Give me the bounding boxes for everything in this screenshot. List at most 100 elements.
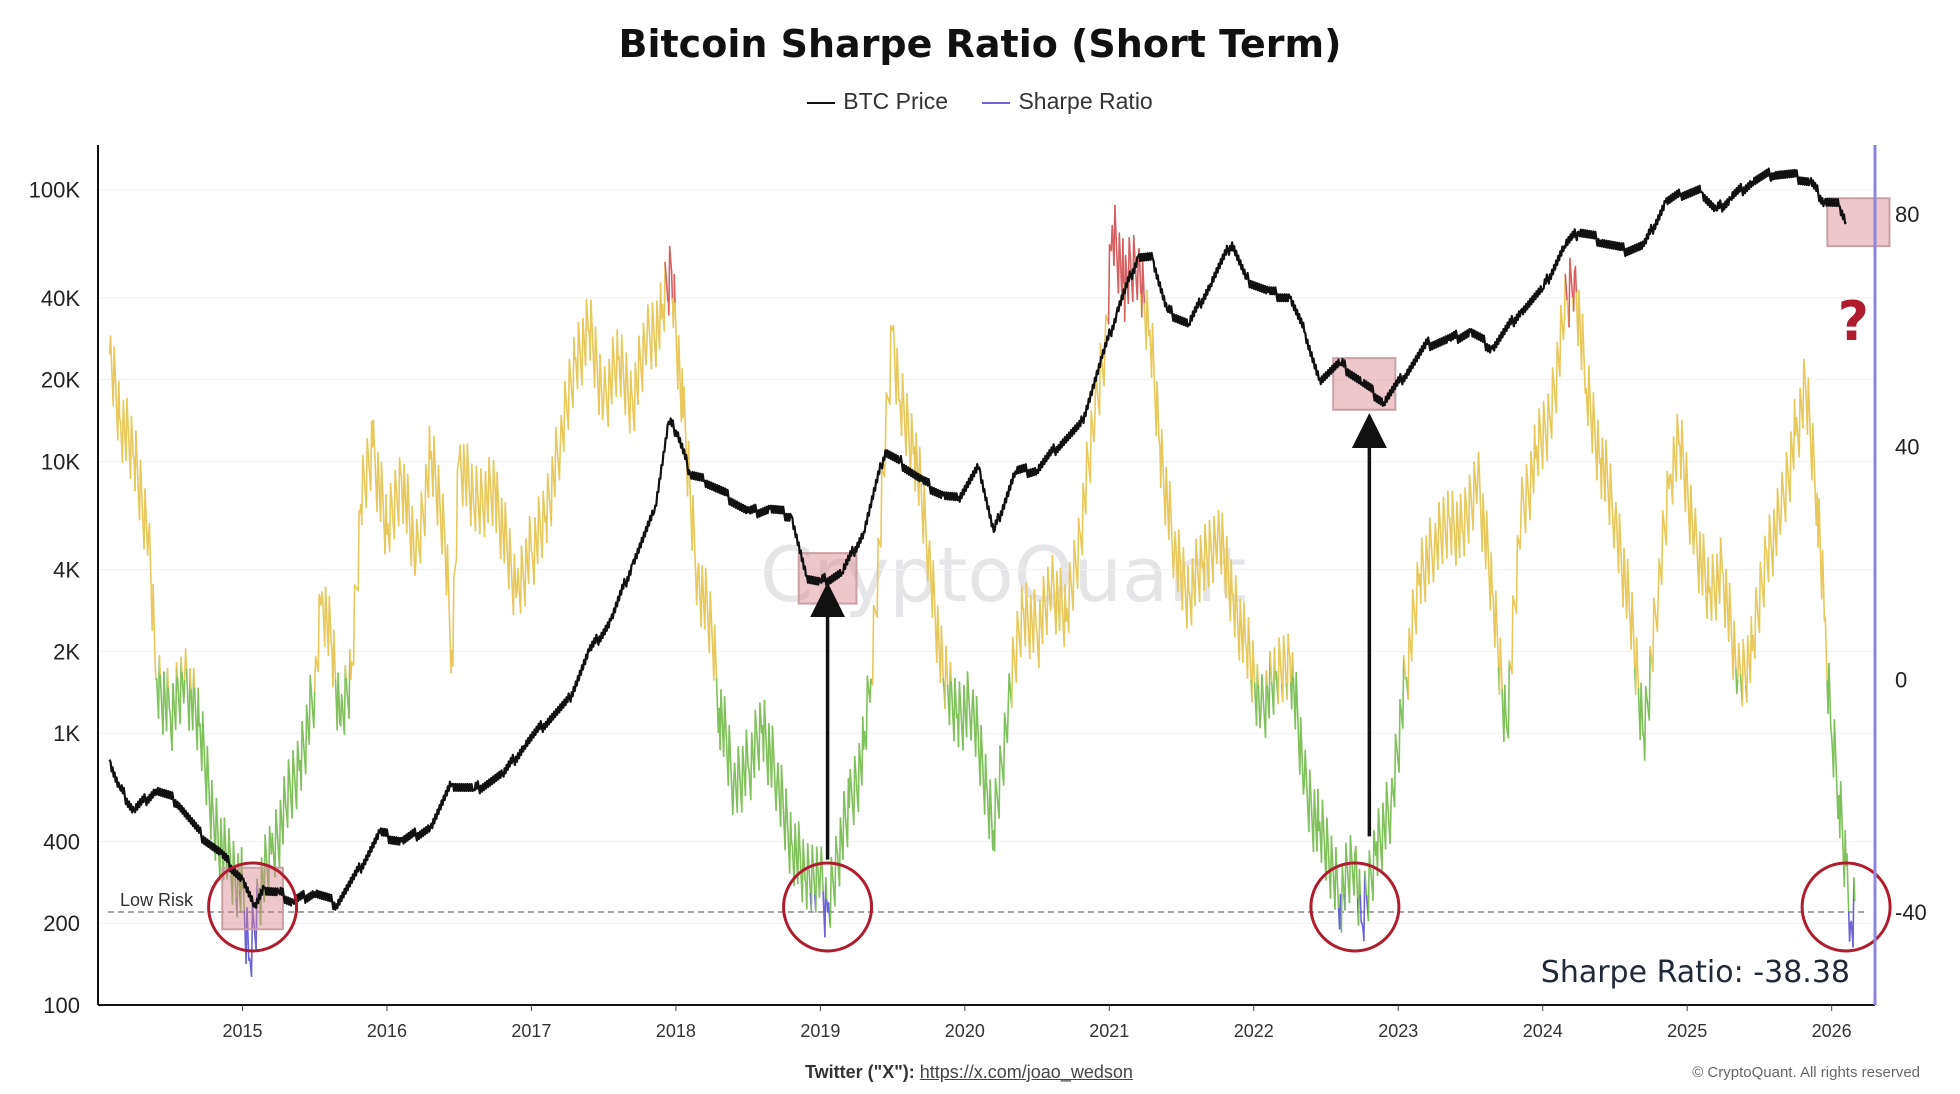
sharpe-segment <box>1052 574 1055 596</box>
sharpe-segment <box>1709 586 1712 605</box>
sharpe-segment <box>1252 640 1255 663</box>
sharpe-segment <box>763 699 767 723</box>
sharpe-segment <box>590 299 593 323</box>
sharpe-segment <box>1041 575 1045 645</box>
sharpe-segment <box>479 468 483 487</box>
sharpe-segment <box>1552 378 1556 392</box>
legend-swatch-sharpe-ratio <box>982 101 1011 104</box>
sharpe-segment <box>551 456 554 472</box>
sharpe-segment <box>1309 789 1313 812</box>
highlight-boxes <box>221 197 1891 931</box>
sharpe-segment <box>554 426 558 442</box>
sharpe-segment <box>1659 566 1662 577</box>
sharpe-segment <box>1453 527 1456 548</box>
sharpe-segment <box>193 687 197 710</box>
grid: Low Risk <box>98 189 1875 1006</box>
sharpe-segment <box>1070 585 1074 600</box>
sharpe-segment <box>1210 550 1213 568</box>
sharpe-segment <box>1196 554 1199 572</box>
sharpe-segment <box>772 746 776 770</box>
sharpe-segment <box>1289 655 1292 685</box>
sharpe-segment <box>958 681 962 700</box>
sharpe-segment <box>1581 313 1585 342</box>
sharpe-segment <box>1646 702 1650 713</box>
sharpe-segment <box>1081 482 1084 556</box>
sharpe-segment <box>802 839 805 861</box>
sharpe-segment <box>1447 490 1450 518</box>
sharpe-segment <box>613 366 617 383</box>
sharpe-segment <box>1602 458 1605 481</box>
sharpe-segment <box>1763 535 1766 608</box>
sharpe-segment <box>496 471 499 495</box>
sharpe-segment <box>1785 451 1789 466</box>
sharpe-segment <box>903 413 907 436</box>
sharpe-segment <box>1046 566 1049 636</box>
sharpe-segment <box>773 767 777 791</box>
sharpe-segment <box>1713 586 1716 605</box>
sharpe-segment <box>981 746 984 771</box>
sharpe-segment <box>594 326 598 350</box>
sharpe-segment <box>729 747 732 771</box>
sharpe-segment <box>189 668 192 691</box>
sharpe-segment <box>1668 474 1671 490</box>
sharpe-segment <box>131 435 134 458</box>
sharpe-segment <box>669 258 673 273</box>
sharpe-segment <box>1253 661 1256 684</box>
sharpe-segment <box>1641 707 1644 735</box>
sharpe-segment <box>1478 476 1482 503</box>
sharpe-segment <box>1702 533 1706 557</box>
sharpe-segment <box>175 662 179 679</box>
sharpe-segment <box>380 461 384 487</box>
sharpe-segment <box>368 463 371 479</box>
sharpe-segment <box>1495 590 1498 618</box>
sharpe-segment <box>608 358 611 376</box>
sharpe-segment <box>152 583 155 621</box>
sharpe-segment <box>1654 613 1658 624</box>
sharpe-segment <box>1464 487 1467 503</box>
sharpe-segment <box>1821 549 1825 585</box>
sharpe-segment <box>568 358 572 373</box>
sharpe-segment <box>1420 537 1424 555</box>
sharpe-segment <box>1278 637 1281 655</box>
sharpe-segment <box>1386 796 1390 814</box>
sharpe-segment <box>1244 642 1248 652</box>
sharpe-segment <box>1191 558 1195 576</box>
sharpe-segment <box>759 702 762 719</box>
sharpe-segment <box>745 729 749 748</box>
sharpe-segment <box>692 494 695 524</box>
sharpe-segment <box>1551 367 1555 381</box>
sharpe-segment <box>407 496 411 521</box>
y-left-tick-label: 400 <box>43 829 80 854</box>
footer-twitter-link[interactable]: https://x.com/joao_wedson <box>919 1062 1133 1082</box>
sharpe-segment <box>892 324 896 353</box>
sharpe-segment <box>215 797 218 820</box>
sharpe-segment <box>1043 590 1046 607</box>
sharpe-segment <box>1266 685 1269 704</box>
sharpe-segment <box>1409 638 1412 652</box>
sharpe-segment <box>967 688 971 707</box>
sharpe-segment <box>838 817 842 887</box>
sharpe-segment <box>1438 501 1441 519</box>
sharpe-segment <box>901 373 905 396</box>
sharpe-segment <box>1746 635 1750 653</box>
sharpe-segment <box>394 469 397 486</box>
sharpe-segment <box>1799 387 1802 403</box>
sharpe-segment <box>1783 496 1786 511</box>
sharpe-segment <box>755 724 759 742</box>
sharpe-segment <box>1809 428 1812 456</box>
x-tick-label: 2020 <box>945 1021 985 1041</box>
sharpe-segment <box>201 711 205 737</box>
sharpe-segment <box>1042 575 1046 592</box>
sharpe-segment <box>333 654 337 681</box>
sharpe-segment <box>456 462 460 471</box>
sharpe-segment <box>1340 864 1344 933</box>
sharpe-segment <box>1597 419 1600 443</box>
sharpe-segment <box>1259 707 1262 729</box>
sharpe-segment <box>631 399 635 418</box>
sharpe-segment <box>1061 606 1065 628</box>
sharpe-segment <box>1016 610 1019 624</box>
sharpe-segment <box>154 654 157 681</box>
sharpe-segment <box>652 318 656 336</box>
sharpe-segment <box>1364 870 1367 885</box>
sharpe-segment <box>1119 254 1122 278</box>
